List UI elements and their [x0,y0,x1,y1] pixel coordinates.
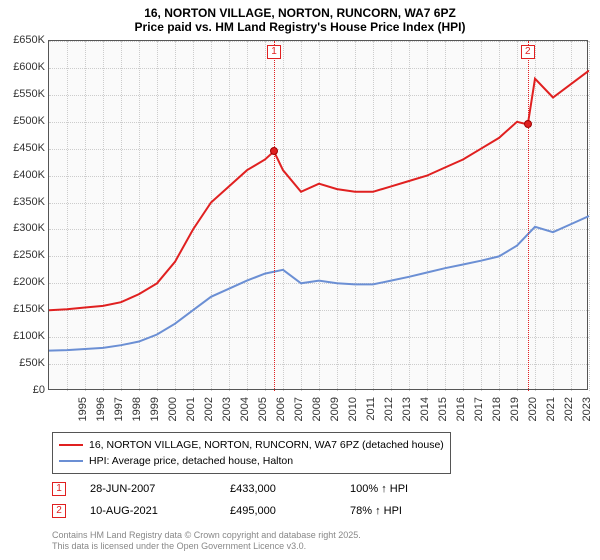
footer-date: 28-JUN-2007 [90,483,230,495]
x-tick-label: 2019 [509,397,521,427]
chart-container: 16, NORTON VILLAGE, NORTON, RUNCORN, WA7… [0,0,600,560]
legend: 16, NORTON VILLAGE, NORTON, RUNCORN, WA7… [52,432,451,474]
footer-price: £433,000 [230,483,350,495]
x-tick-label: 1997 [113,397,125,427]
y-tick-label: £600K [3,61,45,73]
x-tick-label: 2020 [527,397,539,427]
event-line [274,41,275,391]
x-tick-label: 2018 [491,397,503,427]
footer-row: 2 10-AUG-2021£495,00078% ↑ HPI [52,500,572,522]
x-tick-label: 2011 [365,397,377,427]
x-tick-label: 2017 [473,397,485,427]
series-line [49,71,589,311]
footer-row: 1 28-JUN-2007£433,000100% ↑ HPI [52,478,572,500]
y-tick-label: £500K [3,115,45,127]
x-tick-label: 2023 [581,397,593,427]
x-tick-label: 2006 [275,397,287,427]
title-line2: Price paid vs. HM Land Registry's House … [0,20,600,34]
footer-date: 10-AUG-2021 [90,505,230,517]
x-tick-label: 2003 [221,397,233,427]
legend-item: HPI: Average price, detached house, Halt… [59,453,444,469]
y-tick-label: £100K [3,330,45,342]
legend-label: 16, NORTON VILLAGE, NORTON, RUNCORN, WA7… [89,439,444,451]
x-tick-label: 2000 [167,397,179,427]
y-tick-label: £400K [3,169,45,181]
event-marker-box: 2 [521,45,535,59]
y-tick-label: £150K [3,303,45,315]
y-tick-label: £0 [3,384,45,396]
x-tick-label: 2021 [545,397,557,427]
gridline-v [589,41,590,391]
x-tick-label: 2002 [203,397,215,427]
footer-price: £495,000 [230,505,350,517]
x-tick-label: 2005 [257,397,269,427]
x-tick-label: 2004 [239,397,251,427]
y-tick-label: £250K [3,249,45,261]
title-block: 16, NORTON VILLAGE, NORTON, RUNCORN, WA7… [0,0,600,36]
x-tick-label: 2014 [419,397,431,427]
x-tick-label: 2016 [455,397,467,427]
y-tick-label: £300K [3,222,45,234]
y-tick-label: £50K [3,357,45,369]
x-tick-label: 1999 [149,397,161,427]
footer-marker: 2 [52,504,66,518]
x-tick-label: 2022 [563,397,575,427]
x-tick-label: 2010 [347,397,359,427]
event-line [528,41,529,391]
series-svg [49,41,589,391]
attribution-line1: Contains HM Land Registry data © Crown c… [52,530,361,541]
x-tick-label: 2009 [329,397,341,427]
x-tick-label: 2015 [437,397,449,427]
legend-label: HPI: Average price, detached house, Halt… [89,455,293,467]
y-tick-label: £650K [3,34,45,46]
title-line1: 16, NORTON VILLAGE, NORTON, RUNCORN, WA7… [0,6,600,20]
event-marker-box: 1 [267,45,281,59]
x-tick-label: 1996 [95,397,107,427]
footer-pct: 78% ↑ HPI [350,505,470,517]
x-tick-label: 1995 [77,397,89,427]
footer-pct: 100% ↑ HPI [350,483,470,495]
x-tick-label: 2013 [401,397,413,427]
x-tick-label: 1998 [131,397,143,427]
x-tick-label: 2008 [311,397,323,427]
y-tick-label: £450K [3,142,45,154]
event-footer-table: 1 28-JUN-2007£433,000100% ↑ HPI 2 10-AUG-20… [52,478,572,522]
legend-swatch [59,460,83,462]
y-tick-label: £350K [3,196,45,208]
attribution: Contains HM Land Registry data © Crown c… [52,530,361,552]
series-line [49,216,589,351]
x-tick-label: 2012 [383,397,395,427]
chart-plot-area: £0£50K£100K£150K£200K£250K£300K£350K£400… [48,40,588,390]
x-tick-label: 2007 [293,397,305,427]
legend-item: 16, NORTON VILLAGE, NORTON, RUNCORN, WA7… [59,437,444,453]
y-tick-label: £550K [3,88,45,100]
legend-swatch [59,444,83,446]
footer-marker: 1 [52,482,66,496]
attribution-line2: This data is licensed under the Open Gov… [52,541,361,552]
y-tick-label: £200K [3,276,45,288]
x-tick-label: 2001 [185,397,197,427]
